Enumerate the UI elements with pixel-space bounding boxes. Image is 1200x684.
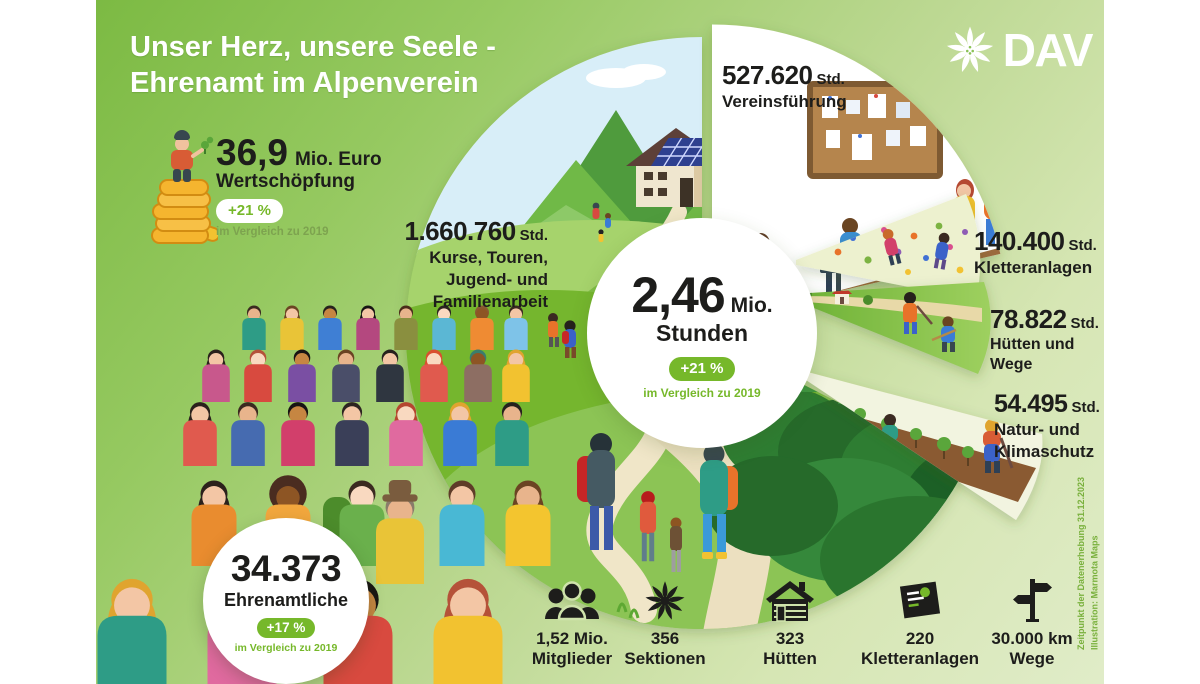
huetten-value: 78.822: [990, 304, 1067, 334]
kletteranlagen-label2: Kletteranlagen: [860, 649, 980, 668]
label-naturschutz: 54.495 Std. Natur- und Klimaschutz: [994, 390, 1100, 463]
natur-line2: Klimaschutz: [994, 441, 1095, 461]
total-hours-comparison: im Vergleich zu 2019: [643, 385, 761, 400]
kurse-value: 1.660.760: [404, 216, 516, 246]
verein-unit: Std.: [816, 71, 845, 88]
sektionen-value: 356: [650, 629, 680, 648]
volunteers-comparison: im Vergleich zu 2019: [234, 641, 338, 654]
kurse-line1: Kurse, Touren,: [429, 248, 548, 267]
huetten-unit: Std.: [1070, 315, 1099, 332]
natur-value: 54.495: [994, 390, 1068, 418]
trail-pair: [548, 313, 576, 358]
wege-value: 30.000 km: [991, 629, 1073, 648]
coin-stack-icon: [148, 128, 221, 248]
credit-line-1: Zeitpunkt der Datenerhebung 31.12.2023: [1076, 476, 1086, 650]
total-hours-unit: Mio.: [730, 294, 773, 318]
wertschoepfung-change-badge: +21 %: [216, 199, 283, 223]
label-kletteranlagen: 140.400 Std. Kletteranlagen: [974, 226, 1097, 279]
wertschoepfung-comparison: im Vergleich zu 2019: [216, 225, 329, 238]
wertschoepfung-value: 36,9: [216, 132, 289, 173]
wertschoepfung-label: Wertschöpfung: [216, 171, 355, 192]
verein-line1: Vereinsführung: [722, 92, 847, 111]
volunteers-label: Ehrenamtliche: [223, 590, 349, 611]
dav-logo-text: DAV: [1002, 24, 1094, 76]
huts-trails-scene: [794, 284, 982, 352]
hut-icon: [715, 573, 865, 623]
title-line-2: Ehrenamt im Alpenverein: [130, 66, 479, 99]
stat-kletteranlagen: 220 Kletteranlagen: [845, 573, 995, 669]
stat-wege: 30.000 km Wege: [957, 573, 1104, 669]
klettern-unit: Std.: [1068, 237, 1097, 254]
kletteranlagen-value2: 220: [905, 629, 935, 648]
total-hours-change-badge: +21 %: [668, 357, 736, 381]
natur-line1: Natur- und: [994, 420, 1080, 439]
label-vereinsfuehrung: 527.620 Std. Vereinsführung: [722, 60, 847, 113]
kurse-unit: Std.: [519, 227, 548, 244]
klettern-value: 140.400: [974, 226, 1065, 256]
mitglieder-label: Mitglieder: [531, 649, 613, 668]
huetten-label2: Hütten: [763, 649, 817, 668]
climbing-wall-icon: [845, 573, 995, 623]
kurse-line2: Jugend- und: [446, 269, 548, 289]
verein-value: 527.620: [722, 60, 813, 90]
label-huetten-wege: 78.822 Std. Hütten und Wege: [990, 304, 1104, 376]
volunteers-value: 34.373: [230, 548, 342, 590]
volunteer-crowd-illustration: [97, 305, 551, 684]
kurse-line3: Familienarbeit: [432, 291, 548, 311]
tiny-hikers: [592, 202, 611, 242]
total-hours-label: Stunden: [656, 320, 748, 347]
volunteers-circle: 34.373 Ehrenamtliche +17 % im Vergleich …: [203, 518, 369, 684]
page-title: Unser Herz, unsere Seele - Ehrenamt im A…: [130, 30, 496, 102]
label-kurse-touren: 1.660.760 Std. Kurse, Touren, Jugend- und…: [386, 216, 548, 312]
planting-person-icon: [171, 130, 214, 182]
wertschoepfung-stat: 36,9 Mio. Euro Wertschöpfung +21 % im Ve…: [216, 132, 382, 238]
total-hours-value: 2,46: [631, 267, 725, 324]
wertschoepfung-unit: Mio. Euro: [295, 149, 382, 170]
volunteers-change-badge: +17 %: [256, 618, 316, 638]
huetten-value2: 323: [775, 629, 805, 648]
edelweiss-icon: [590, 573, 740, 623]
hiking-family-illustration: [577, 433, 738, 572]
klettern-line1: Kletteranlagen: [974, 258, 1093, 277]
mitglieder-value: 1,52 Mio.: [536, 629, 608, 648]
stat-huetten: 323 Hütten: [715, 573, 865, 669]
total-hours-circle: 2,46 Mio. Stunden +21 % im Vergleich zu …: [587, 218, 817, 448]
huetten-line1: Hütten und Wege: [990, 336, 1075, 374]
pie-slice-huetten-wege: [794, 282, 991, 374]
sektionen-label: Sektionen: [624, 649, 706, 668]
title-line-1: Unser Herz, unsere Seele -: [130, 31, 496, 63]
wege-label: Wege: [1009, 649, 1055, 668]
members-icon: [497, 573, 647, 623]
stat-mitglieder: 1,52 Mio. Mitglieder: [497, 573, 647, 669]
pie-slice-kletteranlagen: [796, 194, 981, 300]
dav-logo: DAV: [944, 24, 1094, 76]
climbing-scene: [834, 222, 968, 275]
infographic-stage: 2,46 Mio. Stunden +21 % im Vergleich zu …: [96, 0, 1104, 684]
edelweiss-icon: [946, 26, 993, 72]
natur-unit: Std.: [1071, 399, 1100, 416]
credit-line-2: Illustration: Marmota Maps: [1089, 535, 1100, 650]
credit-text: Zeitpunkt der Datenerhebung 31.12.2023 I…: [1075, 435, 1102, 650]
stat-sektionen: 356 Sektionen: [590, 573, 740, 669]
signpost-icon: [957, 573, 1104, 623]
